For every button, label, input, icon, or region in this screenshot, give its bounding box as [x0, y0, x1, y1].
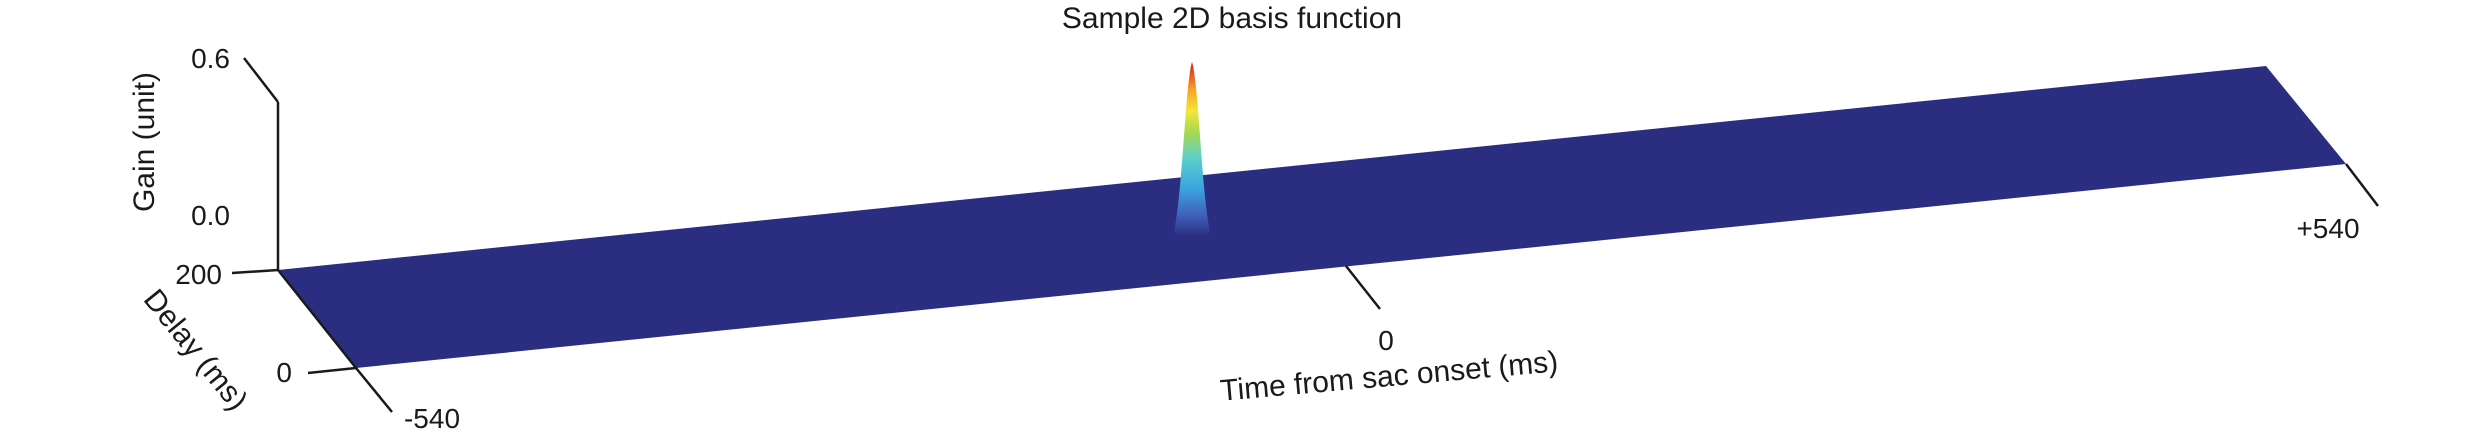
- x-tick-label-minus: -540: [404, 403, 460, 432]
- z-axis-label: Gain (unit): [128, 72, 161, 212]
- y-axis-label: Delay (ms): [137, 283, 254, 416]
- x-tick-plus: [2345, 163, 2379, 207]
- y-tick-label-0: 0: [276, 357, 292, 388]
- z-tick-label-bottom: 0.0: [191, 200, 230, 231]
- z-axis-top-edge: [243, 57, 279, 103]
- y-tick-200: [231, 268, 279, 275]
- y-tick-0: [307, 366, 357, 375]
- y-tick-label-200: 200: [175, 259, 222, 290]
- chart-title: Sample 2D basis function: [1062, 2, 1402, 35]
- delay-axis-line: [277, 269, 357, 369]
- surface-plane: [278, 66, 2346, 368]
- x-tick-label-plus: +540: [2296, 213, 2359, 244]
- x-tick-label-zero: 0: [1378, 325, 1394, 356]
- z-tick-label-top: 0.6: [191, 43, 230, 74]
- x-tick-minus: [355, 367, 393, 413]
- surface-peak: [1174, 62, 1210, 237]
- x-tick-zero: [1345, 265, 1381, 310]
